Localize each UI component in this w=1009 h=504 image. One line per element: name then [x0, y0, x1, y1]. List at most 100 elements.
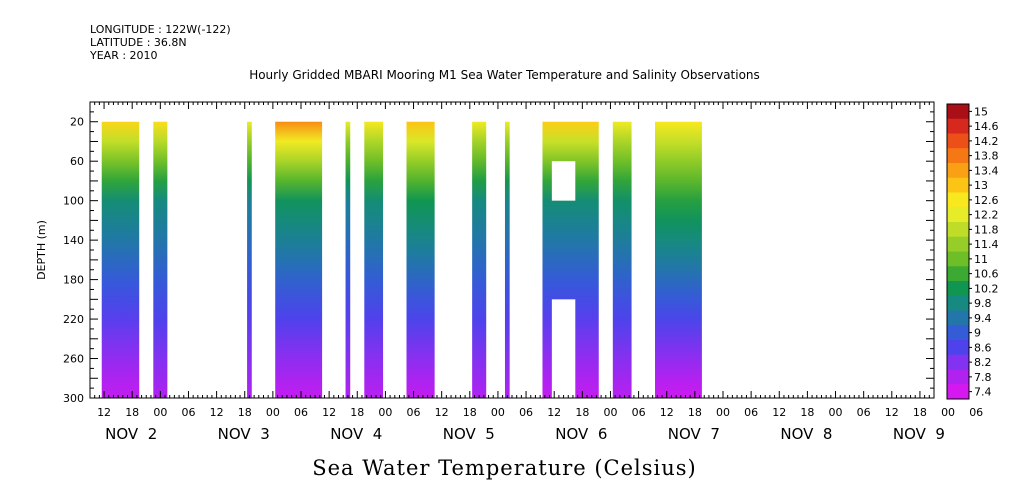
x-tick-label: 00: [153, 406, 167, 419]
x-tick-label: 00: [941, 406, 955, 419]
colorbar-label: 9: [974, 327, 981, 340]
colorbar-label: 9.8: [974, 297, 992, 310]
x-tick-label: 00: [491, 406, 505, 419]
colorbar-swatch: [947, 104, 969, 120]
y-tick-label: 180: [63, 274, 84, 287]
colorbar-swatch: [947, 266, 969, 282]
colorbar-label: 15: [974, 105, 988, 118]
colorbar-label: 10.6: [974, 268, 999, 281]
x-tick-label: 18: [238, 406, 252, 419]
x-tick-label: 06: [181, 406, 195, 419]
bottom-title: Sea Water Temperature (Celsius): [312, 456, 697, 480]
x-tick-label: 06: [632, 406, 646, 419]
colorbar-label: 13.4: [974, 164, 999, 177]
x-tick-label: 18: [125, 406, 139, 419]
x-tick-label: 12: [97, 406, 111, 419]
y-tick-label: 60: [70, 155, 84, 168]
colorbar-label: 8.2: [974, 356, 992, 369]
x-tick-label: 18: [575, 406, 589, 419]
x-tick-label: 18: [688, 406, 702, 419]
latitude-label: LATITUDE : 36.8N: [90, 36, 187, 49]
colorbar-label: 11: [974, 253, 988, 266]
data-segment: [275, 121, 323, 398]
x-tick-label: 06: [857, 406, 871, 419]
data-segment: [406, 121, 435, 398]
colorbar-swatch: [947, 236, 969, 252]
data-segment: [655, 121, 702, 398]
data-segment: [472, 121, 487, 398]
colorbar-label: 13: [974, 179, 988, 192]
colorbar-frame: [946, 103, 970, 400]
colorbar-label: 10.2: [974, 282, 999, 295]
y-tick-label: 140: [63, 234, 84, 247]
colorbar-swatch: [947, 163, 969, 179]
colorbar-swatch: [947, 354, 969, 370]
colorbar-swatch: [947, 310, 969, 326]
x-tick-label: 00: [716, 406, 730, 419]
data-segment: [364, 121, 384, 398]
colorbar-swatch: [947, 192, 969, 208]
year-label: YEAR : 2010: [90, 49, 158, 62]
x-tick-label: 00: [266, 406, 280, 419]
colorbar: 15 14.6 14.2 13.813.4 13 12.6 12.211.8 11.4 11 10…: [946, 103, 999, 400]
colorbar-swatch: [947, 251, 969, 267]
colorbar-swatch: [947, 369, 969, 385]
colorbar-label: 7.4: [974, 386, 992, 399]
colorbar-swatch: [947, 207, 969, 223]
data-segment: [153, 121, 168, 398]
x-tick-label: 06: [294, 406, 308, 419]
colorbar-swatch: [947, 325, 969, 341]
x-tick-label: 18: [350, 406, 364, 419]
colorbar-label: 12.2: [974, 209, 999, 222]
x-day-label: NOV 7: [668, 425, 720, 443]
x-tick-label: 12: [547, 406, 561, 419]
colorbar-swatch: [947, 118, 969, 134]
colorbar-label: 14.6: [974, 120, 999, 133]
colorbar-label: 11.8: [974, 223, 999, 236]
x-tick-label: 18: [463, 406, 477, 419]
colorbar-swatch: [947, 281, 969, 297]
x-tick-label: 18: [913, 406, 927, 419]
data-gap: [551, 299, 576, 398]
x-tick-label: 06: [519, 406, 533, 419]
colorbar-swatch: [947, 133, 969, 149]
colorbar-swatch: [947, 295, 969, 311]
colorbar-label: 13.8: [974, 150, 999, 163]
x-tick-label: 18: [800, 406, 814, 419]
x-day-label: NOV 6: [555, 425, 607, 443]
x-day-label: NOV 5: [443, 425, 495, 443]
colorbar-swatch: [947, 222, 969, 238]
colorbar-swatch: [947, 340, 969, 356]
x-tick-label: 12: [660, 406, 674, 419]
x-tick-label: 06: [744, 406, 758, 419]
data-segment: [612, 121, 632, 398]
data-gap: [551, 161, 576, 201]
y-tick-label: 100: [63, 195, 84, 208]
chart-title: Hourly Gridded MBARI Mooring M1 Sea Wate…: [249, 68, 760, 82]
x-tick-label: 12: [772, 406, 786, 419]
colorbar-label: 7.8: [974, 371, 992, 384]
colorbar-label: 14.2: [974, 135, 999, 148]
x-tick-label: 12: [435, 406, 449, 419]
y-tick-label: 300: [63, 392, 84, 405]
x-tick-label: 12: [210, 406, 224, 419]
x-day-label: NOV 9: [893, 425, 945, 443]
y-tick-label: 220: [63, 313, 84, 326]
x-day-label: NOV 2: [105, 425, 157, 443]
axes-layer: 12 18 00 06 12 18 00 06 12 18 00 06 12 18 00 06 12 18 00 06…: [35, 101, 983, 443]
colorbar-swatch: [947, 177, 969, 193]
colorbar-label: 8.6: [974, 341, 992, 354]
x-tick-label: 06: [407, 406, 421, 419]
data-segment: [247, 121, 252, 398]
x-day-label: NOV 3: [218, 425, 270, 443]
longitude-label: LONGITUDE : 122W(-122): [90, 23, 231, 36]
data-layer: [101, 121, 702, 398]
plot-frame: [89, 101, 935, 399]
data-segment: [101, 121, 140, 398]
x-tick-label: 12: [322, 406, 336, 419]
y-tick-label: 20: [70, 116, 84, 129]
colorbar-swatch: [947, 148, 969, 164]
x-day-label: NOV 8: [780, 425, 832, 443]
y-axis-label: DEPTH (m): [35, 220, 48, 280]
x-tick-label: 00: [603, 406, 617, 419]
